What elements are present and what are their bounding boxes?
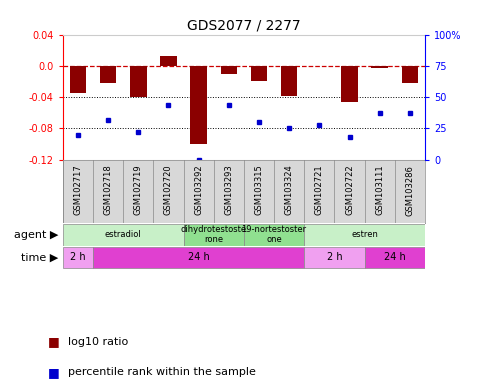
Bar [100, 66, 116, 83]
Bar [63, 247, 93, 268]
Text: GSM103292: GSM103292 [194, 165, 203, 215]
Text: GSM103111: GSM103111 [375, 165, 384, 215]
Text: estradiol: estradiol [105, 230, 142, 239]
Text: 24 h: 24 h [384, 252, 406, 262]
Text: GSM103293: GSM103293 [224, 165, 233, 215]
Text: GSM103315: GSM103315 [255, 165, 264, 215]
Text: 2 h: 2 h [70, 252, 85, 262]
Bar [70, 66, 86, 93]
Text: percentile rank within the sample: percentile rank within the sample [68, 367, 256, 377]
Text: GSM102721: GSM102721 [315, 165, 324, 215]
Text: GSM102717: GSM102717 [73, 165, 83, 215]
Text: ■: ■ [48, 335, 60, 348]
Title: GDS2077 / 2277: GDS2077 / 2277 [187, 18, 301, 32]
Bar [130, 66, 146, 97]
Bar [63, 224, 184, 246]
Bar [365, 247, 425, 268]
Bar [402, 66, 418, 83]
Bar [93, 247, 304, 268]
Text: log10 ratio: log10 ratio [68, 337, 128, 347]
Text: agent ▶: agent ▶ [14, 230, 58, 240]
Bar [184, 224, 244, 246]
Bar [304, 247, 365, 268]
Text: GSM102719: GSM102719 [134, 165, 143, 215]
Text: time ▶: time ▶ [21, 252, 58, 262]
Bar [190, 66, 207, 144]
Bar [304, 224, 425, 246]
Text: estren: estren [351, 230, 378, 239]
Bar [221, 66, 237, 74]
Text: 2 h: 2 h [327, 252, 342, 262]
Text: GSM103286: GSM103286 [405, 165, 414, 215]
Text: GSM103324: GSM103324 [284, 165, 294, 215]
Bar [281, 66, 298, 96]
Text: GSM102720: GSM102720 [164, 165, 173, 215]
Bar [160, 56, 177, 66]
Text: 24 h: 24 h [188, 252, 210, 262]
Text: dihydrotestoste
rone: dihydrotestoste rone [181, 225, 247, 244]
Bar [244, 224, 304, 246]
Text: ■: ■ [48, 366, 60, 379]
Bar [371, 66, 388, 68]
Bar [341, 66, 358, 102]
Text: GSM102718: GSM102718 [103, 165, 113, 215]
Bar [251, 66, 267, 81]
Text: GSM102722: GSM102722 [345, 165, 354, 215]
Text: 19-nortestoster
one: 19-nortestoster one [242, 225, 307, 244]
